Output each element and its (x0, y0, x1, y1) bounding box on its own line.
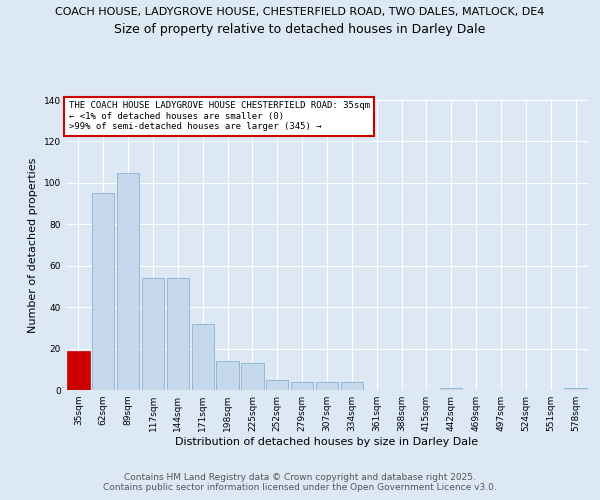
Text: Size of property relative to detached houses in Darley Dale: Size of property relative to detached ho… (115, 22, 485, 36)
Text: Contains HM Land Registry data © Crown copyright and database right 2025.
Contai: Contains HM Land Registry data © Crown c… (103, 473, 497, 492)
Bar (291, 382, 313, 390)
Text: COACH HOUSE, LADYGROVE HOUSE, CHESTERFIELD ROAD, TWO DALES, MATLOCK, DE4: COACH HOUSE, LADYGROVE HOUSE, CHESTERFIE… (55, 8, 545, 18)
Bar (266, 380, 289, 390)
Bar (92, 193, 115, 390)
Bar (241, 363, 263, 390)
Y-axis label: Number of detached properties: Number of detached properties (28, 158, 38, 332)
Bar (117, 172, 139, 390)
X-axis label: Distribution of detached houses by size in Darley Dale: Distribution of detached houses by size … (175, 437, 479, 447)
Bar (565, 388, 587, 390)
Bar (67, 350, 89, 390)
Bar (191, 324, 214, 390)
Text: THE COACH HOUSE LADYGROVE HOUSE CHESTERFIELD ROAD: 35sqm
← <1% of detached house: THE COACH HOUSE LADYGROVE HOUSE CHESTERF… (68, 102, 370, 132)
Bar (167, 278, 189, 390)
Bar (217, 361, 239, 390)
Bar (142, 278, 164, 390)
Bar (341, 382, 363, 390)
Bar (316, 382, 338, 390)
Bar (440, 388, 463, 390)
